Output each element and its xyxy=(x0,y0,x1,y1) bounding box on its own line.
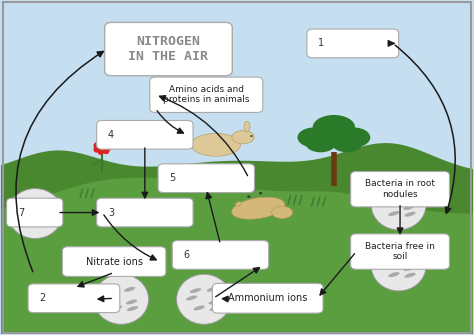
FancyBboxPatch shape xyxy=(307,29,399,58)
Ellipse shape xyxy=(8,189,63,239)
Ellipse shape xyxy=(186,295,197,300)
Ellipse shape xyxy=(103,141,109,147)
Ellipse shape xyxy=(244,121,250,132)
FancyBboxPatch shape xyxy=(172,241,269,269)
FancyBboxPatch shape xyxy=(351,172,449,207)
Text: Bacteria in root
nodules: Bacteria in root nodules xyxy=(365,180,435,199)
Ellipse shape xyxy=(99,145,105,150)
Ellipse shape xyxy=(232,197,285,219)
Ellipse shape xyxy=(298,127,330,147)
Ellipse shape xyxy=(126,299,137,305)
Ellipse shape xyxy=(25,220,36,225)
FancyBboxPatch shape xyxy=(351,234,449,269)
Ellipse shape xyxy=(193,306,205,311)
Ellipse shape xyxy=(21,202,32,207)
FancyBboxPatch shape xyxy=(105,22,232,76)
Text: Nitrate ions: Nitrate ions xyxy=(86,257,143,267)
Text: 3: 3 xyxy=(108,208,114,217)
Ellipse shape xyxy=(388,272,400,277)
Ellipse shape xyxy=(247,195,250,198)
Ellipse shape xyxy=(207,287,218,292)
Ellipse shape xyxy=(176,274,231,324)
Ellipse shape xyxy=(98,140,104,147)
Ellipse shape xyxy=(401,254,413,258)
Ellipse shape xyxy=(111,306,122,311)
FancyBboxPatch shape xyxy=(212,283,323,313)
Ellipse shape xyxy=(259,192,262,194)
Ellipse shape xyxy=(236,202,241,206)
Text: Amino acids and
proteins in animals: Amino acids and proteins in animals xyxy=(163,85,249,105)
Ellipse shape xyxy=(272,206,292,218)
Text: Ammonium ions: Ammonium ions xyxy=(228,293,308,303)
Ellipse shape xyxy=(337,127,370,147)
Ellipse shape xyxy=(103,147,109,154)
Text: 6: 6 xyxy=(183,250,190,260)
FancyBboxPatch shape xyxy=(63,247,166,276)
Ellipse shape xyxy=(403,205,415,210)
Ellipse shape xyxy=(403,266,415,271)
Ellipse shape xyxy=(305,134,336,152)
Ellipse shape xyxy=(103,295,115,300)
Ellipse shape xyxy=(332,134,363,152)
Text: 2: 2 xyxy=(39,293,46,303)
Ellipse shape xyxy=(184,138,193,144)
Text: 1: 1 xyxy=(318,39,324,48)
Ellipse shape xyxy=(384,255,396,260)
Ellipse shape xyxy=(40,214,51,219)
Ellipse shape xyxy=(191,133,240,156)
Ellipse shape xyxy=(17,210,28,215)
Ellipse shape xyxy=(381,201,392,206)
Ellipse shape xyxy=(404,273,416,278)
FancyBboxPatch shape xyxy=(158,164,255,193)
Ellipse shape xyxy=(381,262,392,267)
Ellipse shape xyxy=(250,135,253,137)
Polygon shape xyxy=(0,178,474,334)
Ellipse shape xyxy=(371,241,426,291)
Polygon shape xyxy=(0,143,474,334)
Ellipse shape xyxy=(107,288,118,293)
Ellipse shape xyxy=(93,146,100,153)
Ellipse shape xyxy=(210,306,221,311)
Ellipse shape xyxy=(105,144,112,151)
FancyBboxPatch shape xyxy=(150,77,263,113)
Ellipse shape xyxy=(38,201,49,206)
FancyBboxPatch shape xyxy=(97,198,193,227)
Ellipse shape xyxy=(252,189,255,191)
Ellipse shape xyxy=(404,212,416,217)
Text: 7: 7 xyxy=(18,208,24,217)
Ellipse shape xyxy=(313,115,355,140)
Ellipse shape xyxy=(41,220,52,225)
Text: 5: 5 xyxy=(169,173,176,183)
Ellipse shape xyxy=(94,274,149,324)
Ellipse shape xyxy=(190,288,201,293)
Ellipse shape xyxy=(127,306,138,311)
Ellipse shape xyxy=(388,211,400,216)
Ellipse shape xyxy=(232,130,254,144)
Text: 4: 4 xyxy=(108,130,114,140)
Ellipse shape xyxy=(124,287,136,292)
Text: NITROGEN
IN THE AIR: NITROGEN IN THE AIR xyxy=(128,35,209,63)
Ellipse shape xyxy=(371,180,426,230)
Text: Bacteria free in
soil: Bacteria free in soil xyxy=(365,242,435,261)
Ellipse shape xyxy=(209,299,220,305)
Ellipse shape xyxy=(384,194,396,199)
FancyBboxPatch shape xyxy=(97,121,193,149)
FancyBboxPatch shape xyxy=(28,284,120,313)
Ellipse shape xyxy=(98,148,104,155)
FancyBboxPatch shape xyxy=(7,198,63,227)
Ellipse shape xyxy=(93,142,100,149)
Ellipse shape xyxy=(401,192,413,197)
